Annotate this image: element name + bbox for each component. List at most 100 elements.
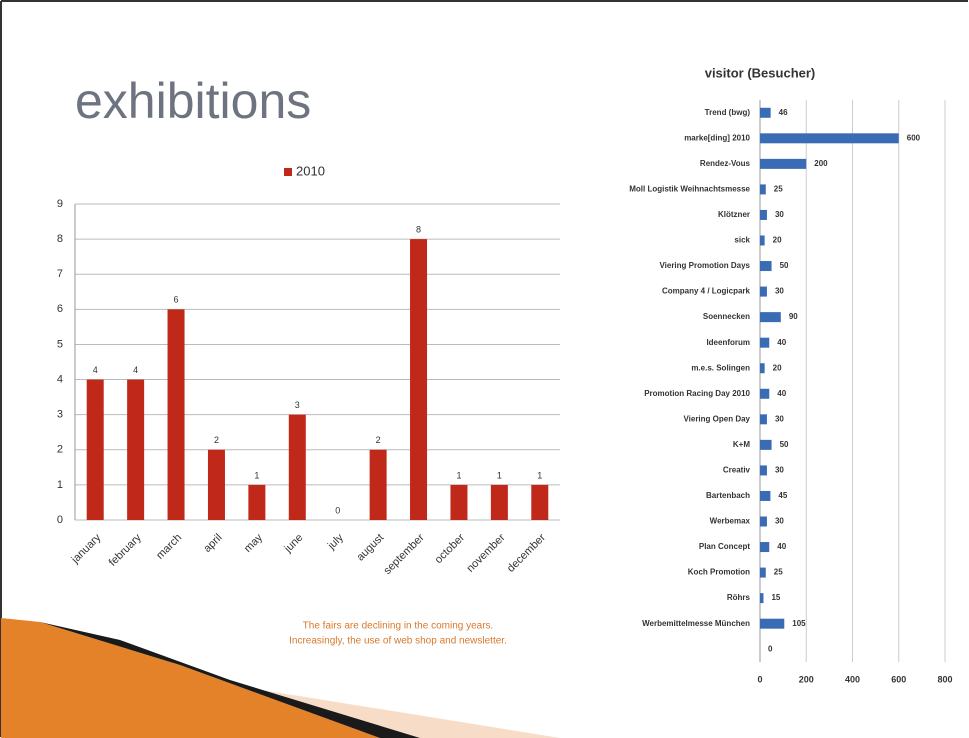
data-label: 30 — [775, 517, 784, 526]
bar — [370, 450, 387, 520]
data-label: 0 — [335, 505, 340, 515]
bar — [760, 517, 767, 527]
data-label: 4 — [133, 365, 138, 375]
data-label: 2 — [376, 435, 381, 445]
y-tick-label: Ideenforum — [706, 338, 750, 347]
data-label: 200 — [814, 159, 828, 168]
y-tick-label: Trend (bwg) — [705, 108, 751, 117]
data-label: 600 — [907, 133, 921, 142]
y-tick-label: Plan Concept — [699, 542, 750, 551]
y-tick-label: 3 — [57, 409, 63, 421]
slide-title: exhibitions — [75, 73, 311, 129]
data-label: 50 — [780, 261, 789, 270]
bar — [760, 389, 769, 399]
y-tick-label: Viering Promotion Days — [659, 261, 750, 270]
bar — [248, 485, 265, 520]
y-tick-label: 6 — [57, 303, 63, 315]
bar — [531, 485, 548, 520]
data-label: 30 — [775, 466, 784, 475]
bar — [760, 210, 767, 220]
y-tick-label: 5 — [57, 338, 63, 350]
bar — [760, 363, 765, 373]
note-line: The fairs are declining in the coming ye… — [303, 621, 494, 632]
bar — [760, 542, 769, 552]
bar — [760, 465, 767, 475]
x-tick-label: 200 — [799, 674, 814, 684]
bar — [87, 380, 104, 520]
bar — [760, 338, 769, 348]
y-tick-label: Werbemax — [710, 517, 751, 526]
bar — [491, 485, 508, 520]
y-tick-label: marke[ding] 2010 — [684, 133, 750, 142]
chart-title: visitor (Besucher) — [705, 65, 816, 80]
legend-label: 2010 — [296, 163, 325, 178]
bar — [760, 159, 806, 169]
y-tick-label: K+M — [733, 440, 750, 449]
data-label: 46 — [779, 108, 788, 117]
data-label: 20 — [773, 363, 782, 372]
data-label: 4 — [93, 365, 98, 375]
x-tick-label: 0 — [757, 674, 762, 684]
data-label: 2 — [214, 435, 219, 445]
legend-swatch — [284, 168, 292, 176]
data-label: 1 — [456, 470, 461, 480]
data-label: 25 — [774, 185, 783, 194]
y-tick-label: Werbemittelmesse München — [642, 619, 750, 628]
data-label: 105 — [792, 619, 806, 628]
bar — [760, 312, 781, 322]
bar — [760, 619, 784, 629]
x-tick-label: 600 — [891, 674, 906, 684]
data-label: 1 — [254, 470, 259, 480]
data-label: 40 — [777, 389, 786, 398]
data-label: 20 — [773, 236, 782, 245]
bar — [127, 380, 144, 520]
y-tick-label: Rendez-Vous — [700, 159, 751, 168]
bar — [289, 415, 306, 520]
y-tick-label: Moll Logistik Weihnachtsmesse — [629, 185, 750, 194]
y-tick-label: sick — [734, 236, 750, 245]
bar — [760, 133, 899, 143]
slide: exhibitions The fairs are declining in t… — [0, 0, 969, 738]
y-tick-label: Company 4 / Logicpark — [662, 287, 751, 296]
x-tick-label: 400 — [845, 674, 860, 684]
data-label: 30 — [775, 287, 784, 296]
y-tick-label: Soennecken — [703, 312, 750, 321]
data-label: 8 — [416, 224, 421, 234]
bar — [760, 414, 767, 424]
y-tick-label: m.e.s. Solingen — [691, 363, 750, 372]
data-label: 1 — [497, 470, 502, 480]
data-label: 30 — [775, 414, 784, 423]
data-label: 90 — [789, 312, 798, 321]
y-tick-label: 4 — [57, 373, 63, 385]
data-label: 6 — [174, 295, 179, 305]
y-tick-label: Koch Promotion — [688, 568, 750, 577]
data-label: 15 — [771, 593, 780, 602]
bar — [410, 239, 427, 520]
bar — [760, 568, 766, 578]
y-tick-label: 0 — [57, 514, 63, 526]
bar — [760, 184, 766, 194]
data-label: 45 — [778, 491, 787, 500]
data-label: 40 — [777, 542, 786, 551]
y-tick-label: Klötzner — [718, 210, 750, 219]
bar — [168, 309, 185, 520]
y-tick-label: Viering Open Day — [683, 414, 750, 423]
x-tick-label: 800 — [937, 674, 952, 684]
data-label: 50 — [780, 440, 789, 449]
y-tick-label: 1 — [57, 479, 63, 491]
bar — [760, 287, 767, 297]
bar — [760, 236, 765, 246]
y-tick-label: 7 — [57, 268, 63, 280]
data-label: 1 — [537, 470, 542, 480]
bar — [760, 593, 763, 603]
y-tick-label: 9 — [57, 198, 63, 210]
data-label: 40 — [777, 338, 786, 347]
y-tick-label: 8 — [57, 233, 63, 245]
y-tick-label: Röhrs — [727, 593, 751, 602]
bar — [760, 440, 772, 450]
y-tick-label: 2 — [57, 444, 63, 456]
bar — [760, 261, 772, 271]
data-label: 25 — [774, 568, 783, 577]
y-tick-label: Creativ — [723, 466, 751, 475]
bar — [208, 450, 225, 520]
